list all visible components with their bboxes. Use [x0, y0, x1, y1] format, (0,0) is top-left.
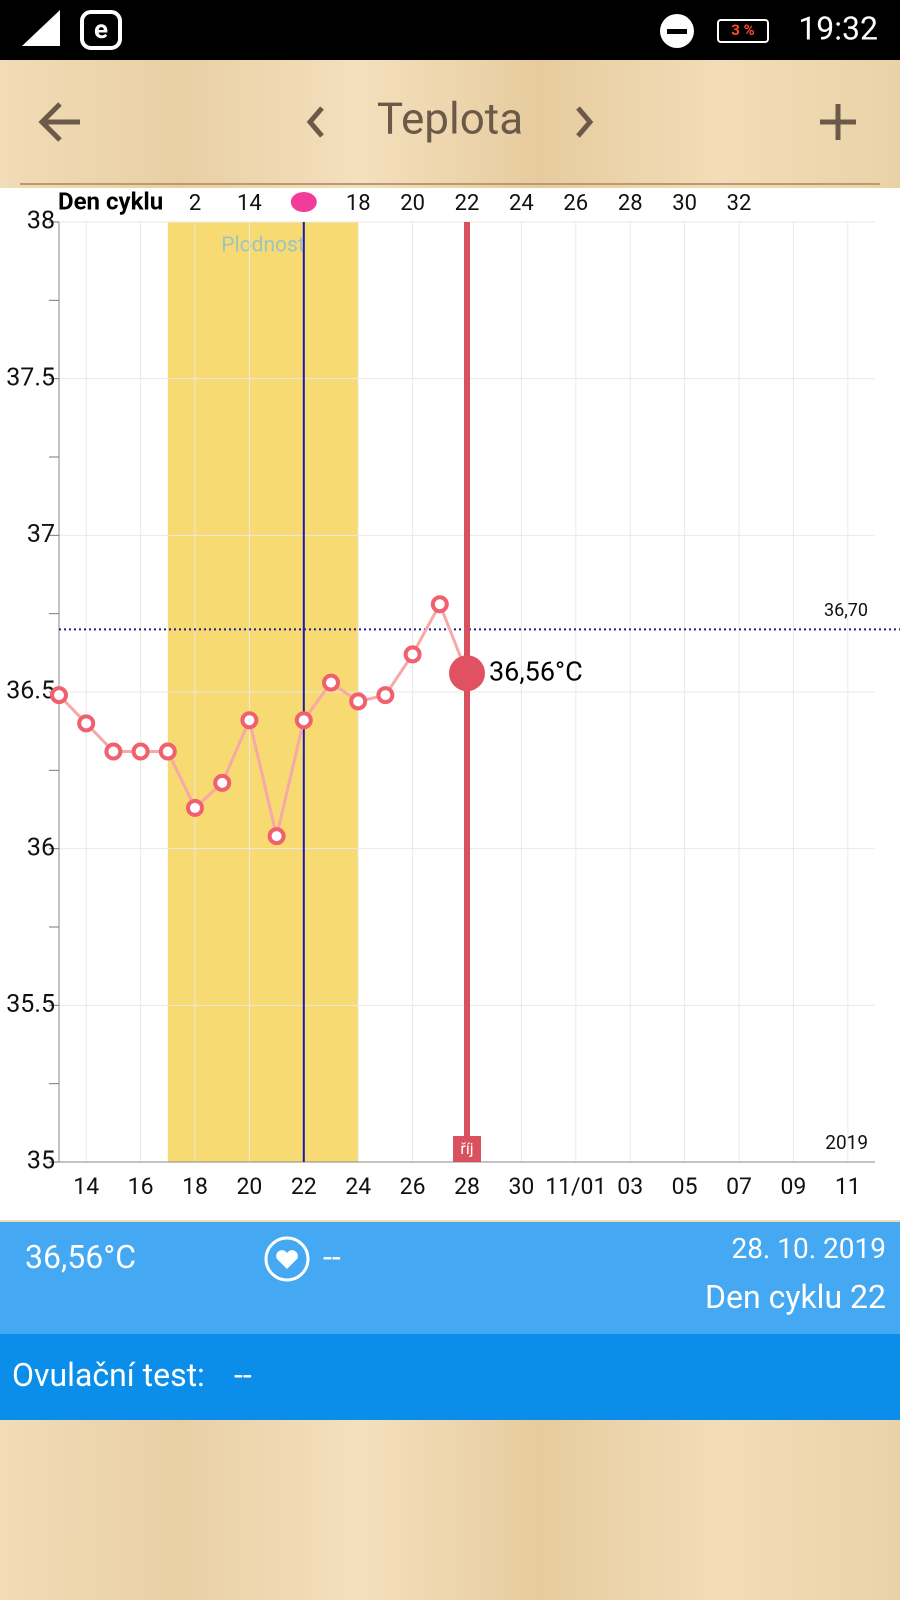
next-button[interactable]	[576, 106, 594, 138]
data-point	[131, 742, 150, 761]
ovulation-label: Ovulační test:	[12, 1356, 205, 1394]
ovulation-bar: Ovulační test: --	[0, 1334, 900, 1420]
x-tick-label: 18	[182, 1173, 208, 1200]
app-bar: Teplota	[0, 60, 900, 188]
temperature: 36,56°C	[25, 1238, 137, 1276]
data-point	[322, 673, 340, 692]
data-point	[376, 686, 395, 705]
year-label: 2019	[825, 1131, 868, 1154]
data-point	[430, 595, 449, 614]
top-tick-label: 20	[400, 191, 425, 216]
heart-icon[interactable]	[262, 1234, 312, 1284]
x-tick-label: 09	[780, 1173, 806, 1200]
x-tick-label: 14	[73, 1173, 99, 1200]
dnd-bar	[667, 29, 687, 34]
add-button[interactable]	[820, 104, 856, 140]
status-bar: e 3 % 19:32	[0, 0, 900, 60]
top-tick-label: 22	[455, 191, 480, 216]
e-icon	[80, 10, 122, 50]
fertile-label: Plodnost	[221, 234, 305, 258]
top-tick-label: 30	[672, 191, 697, 216]
heart-ring	[264, 1236, 310, 1282]
series-line	[57, 600, 469, 837]
x-tick-label: 20	[236, 1173, 262, 1200]
info-bar: 36,56°C -- 28. 10. 2019 Den cyklu 22	[0, 1222, 900, 1334]
x-tick-label: 24	[345, 1173, 371, 1200]
x-tick-label: 16	[128, 1173, 154, 1200]
data-point	[104, 742, 123, 761]
month-marker-label: říj	[460, 1139, 473, 1158]
chart-area: Plodnost 35 35.5 36 36.5 37 37.5 38 14 16 18 20 22 24…	[0, 187, 900, 1220]
selected-label: 36,56°C	[489, 655, 583, 687]
selected-point	[449, 655, 485, 692]
status-icons: e 3 % 19:32	[22, 9, 878, 50]
ovulation-value: --	[234, 1356, 252, 1394]
y-tick-label: 37.5	[6, 363, 55, 392]
battery-level: 3 %	[731, 21, 754, 39]
e-letter: e	[94, 15, 108, 45]
data-point	[294, 711, 313, 730]
y-tick-label: 36.5	[6, 677, 55, 706]
top-tick-label: 18	[346, 191, 371, 216]
top-tick-label: 24	[509, 191, 534, 216]
x-tick-label: 11	[835, 1173, 861, 1200]
y-tick-label: 35	[27, 1147, 55, 1176]
top-tick-label: 32	[727, 191, 752, 216]
y-tick-label: 36	[27, 833, 55, 862]
battery-icon	[717, 19, 769, 43]
x-tick-label: 30	[508, 1173, 534, 1200]
app-bar-icons: Teplota	[20, 93, 880, 185]
heart-shape	[276, 1250, 298, 1269]
month-marker	[453, 1136, 481, 1162]
signal-icon	[22, 10, 60, 46]
y-tick-label: 35.5	[6, 990, 55, 1019]
chart: Plodnost 35 35.5 36 36.5 37 37.5 38 14 16 18 20 22 24…	[6, 187, 900, 1200]
back-button[interactable]	[38, 102, 80, 142]
top-tick-label: 14	[237, 191, 262, 216]
x-tick-label: 22	[291, 1173, 317, 1200]
data-point	[158, 742, 177, 761]
data-point	[403, 645, 422, 664]
x-tick-label: 28	[454, 1173, 480, 1200]
top-tick-label: 28	[618, 191, 643, 216]
data-point	[213, 773, 232, 792]
prev-button[interactable]	[306, 106, 324, 138]
data-point	[186, 798, 204, 817]
x-tick-label: 11/01	[545, 1173, 606, 1200]
data-point	[50, 686, 68, 705]
x-tick-label: 03	[617, 1173, 643, 1200]
top-axis-title: Den cyklu	[58, 188, 163, 215]
y-tick-label: 37	[27, 520, 55, 549]
ovulation-marker	[290, 192, 317, 212]
top-tick-label: 2	[189, 191, 201, 216]
data-point	[77, 714, 96, 733]
date: 28. 10. 2019	[731, 1232, 886, 1265]
clock: 19:32	[798, 9, 878, 47]
data-point	[349, 692, 368, 711]
top-tick-label: 26	[563, 191, 588, 216]
heart-value: --	[323, 1238, 341, 1276]
threshold-label: 36,70	[824, 600, 868, 621]
x-tick-label: 07	[726, 1173, 752, 1200]
screen-title: Teplota	[377, 93, 523, 145]
data-point	[267, 827, 286, 846]
data-point	[240, 711, 259, 730]
x-tick-label: 05	[672, 1173, 698, 1200]
x-tick-label: 26	[400, 1173, 426, 1200]
background	[0, 1420, 900, 1600]
y-tick-label: 38	[27, 207, 55, 236]
cycle-day: Den cyklu 22	[704, 1278, 886, 1316]
